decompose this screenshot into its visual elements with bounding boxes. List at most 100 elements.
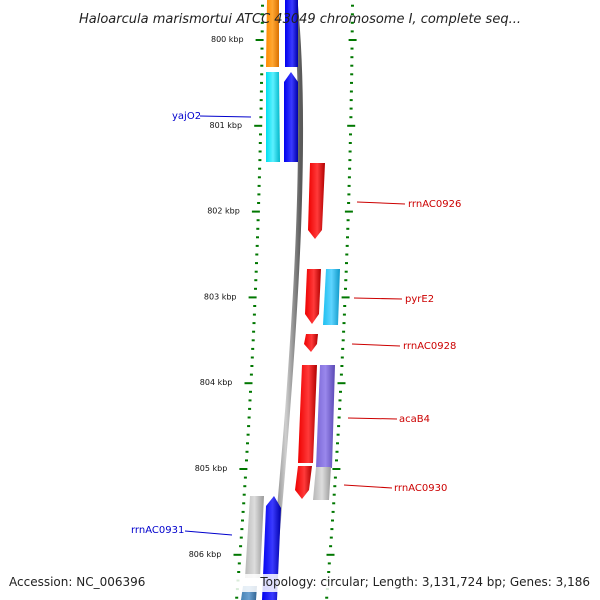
coordinate-label: 800 kbp (211, 35, 244, 44)
gene-label-pyrE2[interactable]: pyrE2 (405, 294, 434, 305)
footer-background (0, 574, 600, 592)
chromosome-backbone (268, 0, 304, 600)
outer-tick-mark (348, 150, 352, 153)
outer-tick-mark (345, 262, 348, 265)
outer-tick-mark (347, 176, 351, 179)
outer-tick-mark (341, 339, 345, 342)
outer-tick-mark (345, 253, 349, 256)
outer-tick-mark (350, 64, 354, 67)
inner-tick-mark (248, 296, 257, 299)
leader-rrnAC0926 (356, 201, 406, 205)
outer-tick-mark (340, 365, 344, 367)
gene-label-rrnAC0930[interactable]: rrnAC0930 (394, 483, 447, 494)
inner-tick-mark (256, 227, 260, 230)
outer-tick-mark (335, 459, 338, 462)
outer-tick-mark (339, 390, 342, 393)
inner-tick-mark (260, 56, 264, 59)
inner-tick-mark (233, 553, 242, 556)
outer-tick-mark (350, 73, 354, 76)
inner-tick-mark (237, 571, 241, 573)
inner-tick-mark (258, 150, 262, 153)
inner-tick-mark (240, 528, 244, 531)
inner-tick-mark (254, 287, 257, 290)
inner-tick-mark (246, 442, 249, 445)
outer-tick-mark (333, 485, 337, 488)
outer-tick-mark (349, 107, 353, 110)
inner-tick-mark (253, 305, 257, 307)
outer-tick-mark (341, 347, 345, 350)
map-title: Haloarcula marismortui ATCC 43049 chromo… (79, 12, 521, 27)
inner-tick-mark (242, 502, 246, 505)
inner-tick-mark (251, 347, 255, 350)
inner-tick-mark (257, 184, 261, 187)
gene-label-rrnAC0926[interactable]: rrnAC0926 (408, 199, 461, 210)
outer-tick-mark (325, 596, 329, 599)
outer-tick-mark (336, 433, 340, 436)
inner-tick-mark (246, 433, 250, 436)
leader-pyrE2 (353, 297, 403, 300)
outer-tick-mark (332, 468, 341, 470)
inner-tick-mark (252, 330, 256, 333)
inner-tick-mark (260, 64, 264, 67)
outer-tick-mark (350, 81, 353, 84)
gene-label-acaB4[interactable]: acaB4 (399, 414, 430, 425)
inner-tick-mark (249, 390, 252, 393)
leader-rrnAC0930 (343, 484, 393, 489)
purple-feature-acaB4 (316, 365, 335, 468)
inner-tick-mark (239, 468, 248, 470)
inner-tick-mark (259, 107, 263, 110)
gene-label-rrnAC0931[interactable]: rrnAC0931 (131, 525, 184, 536)
outer-tick-mark (341, 296, 350, 299)
coordinate-labels: 800 kbp 801 kbp 802 kbp 803 kbp 804 kbp 805 k… (189, 35, 244, 559)
inner-tick-mark (257, 202, 261, 204)
outer-tick-mark (337, 416, 341, 419)
outer-tick-mark (342, 322, 346, 325)
inner-tick-mark (252, 322, 256, 325)
inner-tick-mark (245, 459, 248, 462)
orange-feature-800 (266, 0, 279, 67)
inner-tick-ring (233, 4, 264, 599)
inner-tick-mark (255, 244, 259, 247)
leader-acaB4 (347, 417, 398, 420)
coordinate-label: 805 kbp (195, 464, 228, 473)
gene-label-yajO2[interactable]: yajO2 (172, 111, 201, 122)
inner-tick-mark (247, 425, 251, 428)
inner-tick-mark (248, 407, 252, 410)
inner-tick-mark (258, 159, 262, 162)
outer-tick-mark (330, 528, 334, 531)
inner-tick-mark (252, 313, 256, 316)
inner-tick-mark (255, 39, 264, 41)
outer-tick-mark (329, 536, 333, 539)
outer-tick-mark (347, 193, 351, 196)
coordinate-label: 803 kbp (204, 292, 237, 301)
inner-tick-mark (248, 399, 252, 402)
inner-tick-mark (243, 476, 247, 479)
inner-tick-mark (244, 382, 253, 385)
outer-tick-mark (350, 21, 354, 24)
inner-tick-mark (259, 99, 263, 102)
inner-tick-mark (260, 13, 264, 16)
outer-tick-mark (331, 519, 334, 522)
inner-tick-mark (256, 236, 259, 239)
outer-tick-mark (333, 476, 337, 479)
outer-tick-mark (344, 279, 348, 282)
gene-label-rrnAC0928[interactable]: rrnAC0928 (403, 341, 456, 352)
gray-feature-rrnAC0931 (245, 496, 264, 578)
inner-tick-mark (237, 562, 241, 565)
outer-tick-mark (349, 90, 353, 93)
coordinate-label: 802 kbp (207, 207, 240, 216)
outer-tick-mark (348, 39, 357, 41)
outer-tick-mark (338, 399, 342, 402)
outer-tick-mark (332, 493, 336, 496)
inner-tick-mark (258, 142, 262, 144)
coordinate-label: 801 kbp (209, 121, 242, 130)
inner-tick-mark (247, 416, 251, 419)
reverse-strand-track (295, 163, 340, 500)
gene-labels: yajO2 rrnAC0926 pyrE2 rrnAC0928 acaB4 rr… (131, 111, 461, 536)
outer-tick-mark (348, 159, 352, 162)
inner-tick-mark (243, 485, 247, 488)
outer-tick-mark (338, 407, 342, 410)
outer-tick-mark (347, 124, 356, 127)
outer-tick-mark (339, 373, 343, 376)
inner-tick-mark (235, 596, 239, 599)
